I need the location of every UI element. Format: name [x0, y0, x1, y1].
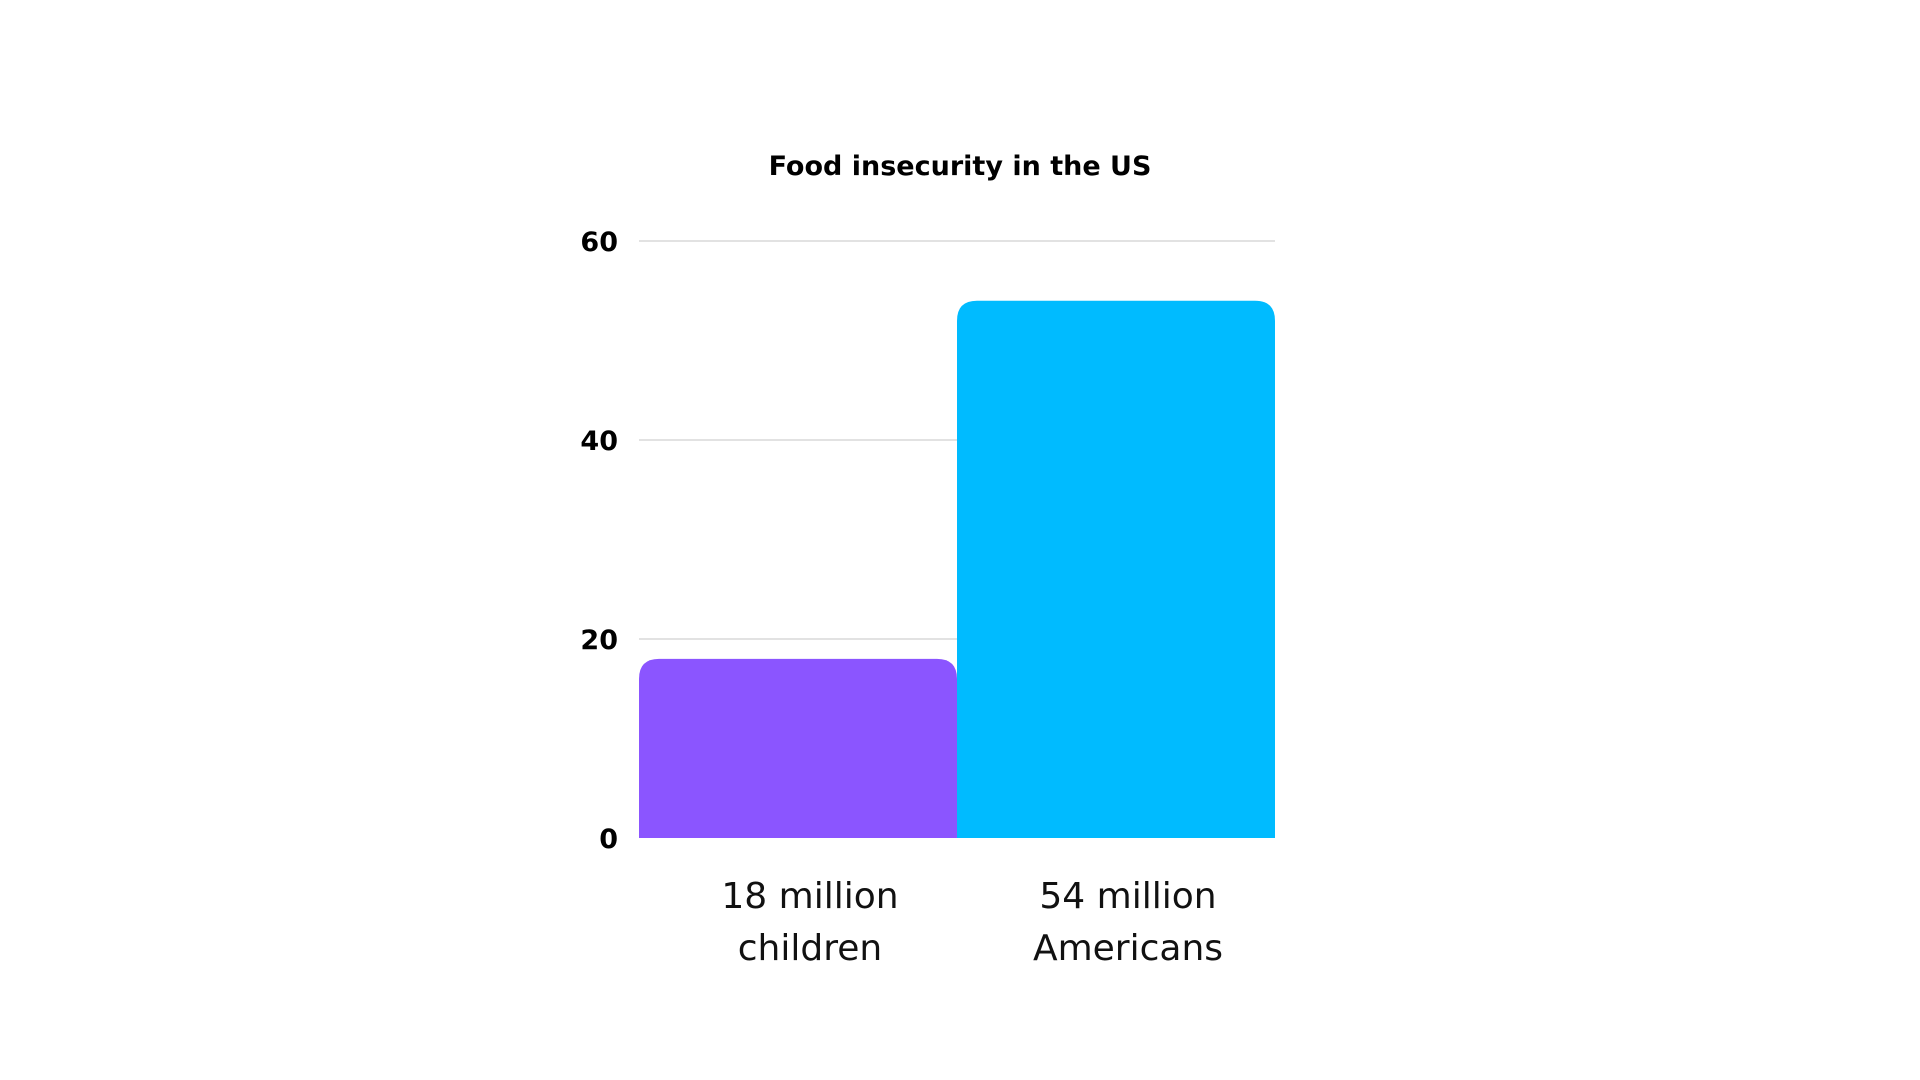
bar	[639, 658, 957, 838]
x-tick-label: Americans	[1033, 928, 1223, 969]
y-tick-label: 0	[599, 824, 618, 855]
bar	[957, 300, 1275, 838]
y-tick-label: 60	[580, 227, 618, 258]
y-tick-label: 20	[580, 625, 618, 656]
x-tick-label: 54 million	[1039, 876, 1216, 917]
chart-title: Food insecurity in the US	[769, 151, 1152, 182]
y-tick-label: 40	[580, 426, 618, 457]
x-tick-label: children	[738, 928, 882, 969]
x-tick-label: 18 million	[721, 876, 898, 917]
